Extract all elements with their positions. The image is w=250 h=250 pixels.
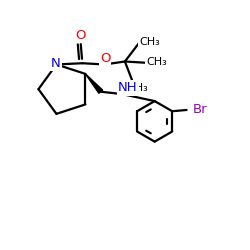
Polygon shape [86, 74, 103, 93]
Text: CH₃: CH₃ [139, 37, 160, 47]
Text: Br: Br [192, 102, 207, 116]
Text: NH: NH [118, 82, 138, 94]
Text: O: O [100, 52, 110, 65]
Text: N: N [51, 57, 61, 70]
Text: O: O [75, 29, 86, 42]
Text: CH₃: CH₃ [127, 83, 148, 93]
Text: CH₃: CH₃ [146, 57, 167, 67]
